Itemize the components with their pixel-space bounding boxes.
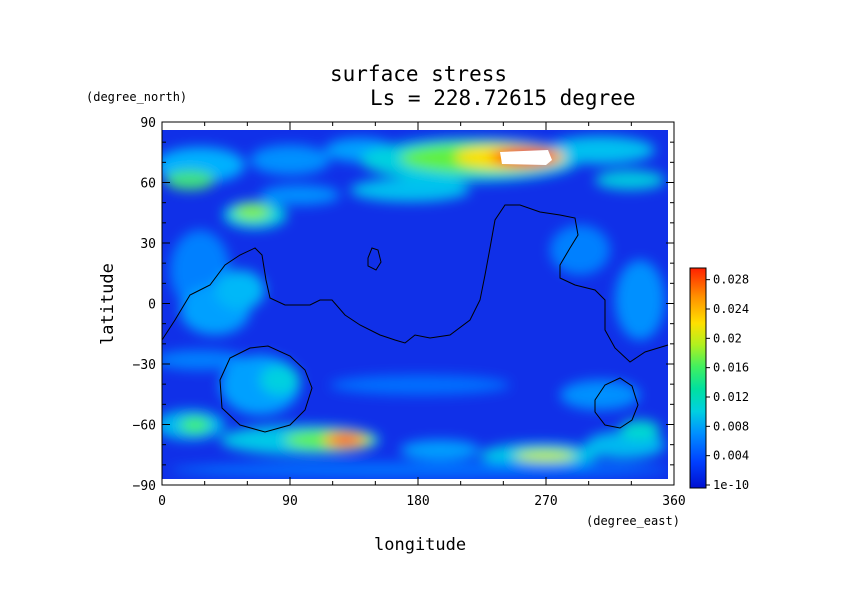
colorbar-ticks: 0.028 0.024 0.02 0.016 0.012 0.008 0.004 1e-10 <box>706 273 749 492</box>
colorbar-tick-label: 0.024 <box>713 302 749 316</box>
x-tick-label: 0 <box>158 494 166 509</box>
contour-lines <box>161 204 669 433</box>
x-axis-label: longitude <box>374 535 467 555</box>
chart-title: surface stress <box>330 62 508 86</box>
colorbar <box>689 267 707 489</box>
y-tick-label: −90 <box>133 479 156 494</box>
colorbar-tick-label: 0.004 <box>713 449 749 463</box>
y-tick-label: −30 <box>133 358 156 373</box>
y-tick-label: 30 <box>140 237 156 252</box>
colorbar-tick-label: 1e-10 <box>713 478 749 492</box>
x-axis-unit: (degree_east) <box>586 514 680 528</box>
heatmap-field <box>162 130 668 479</box>
colorbar-tick-label: 0.016 <box>713 361 749 375</box>
colorbar-tick-label: 0.008 <box>713 419 749 433</box>
y-tick-label: 60 <box>140 177 156 192</box>
y-tick-label: 0 <box>148 298 156 313</box>
y-axis-ticks: 90 60 30 0 −30 −60 −90 <box>133 116 674 494</box>
x-tick-label: 90 <box>282 494 298 509</box>
colorbar-tick-label: 0.02 <box>713 331 742 345</box>
x-tick-label: 180 <box>406 494 429 509</box>
x-tick-label: 270 <box>534 494 557 509</box>
y-tick-label: −60 <box>133 419 156 434</box>
x-tick-label: 360 <box>662 494 685 509</box>
colorbar-tick-label: 0.028 <box>713 273 749 287</box>
x-axis-ticks: 0 90 180 270 360 <box>158 122 686 509</box>
y-axis-unit: (degree_north) <box>86 90 188 104</box>
chart-subtitle: Ls = 228.72615 degree <box>370 86 636 110</box>
y-tick-label: 90 <box>140 116 156 131</box>
colorbar-tick-label: 0.012 <box>713 390 749 404</box>
